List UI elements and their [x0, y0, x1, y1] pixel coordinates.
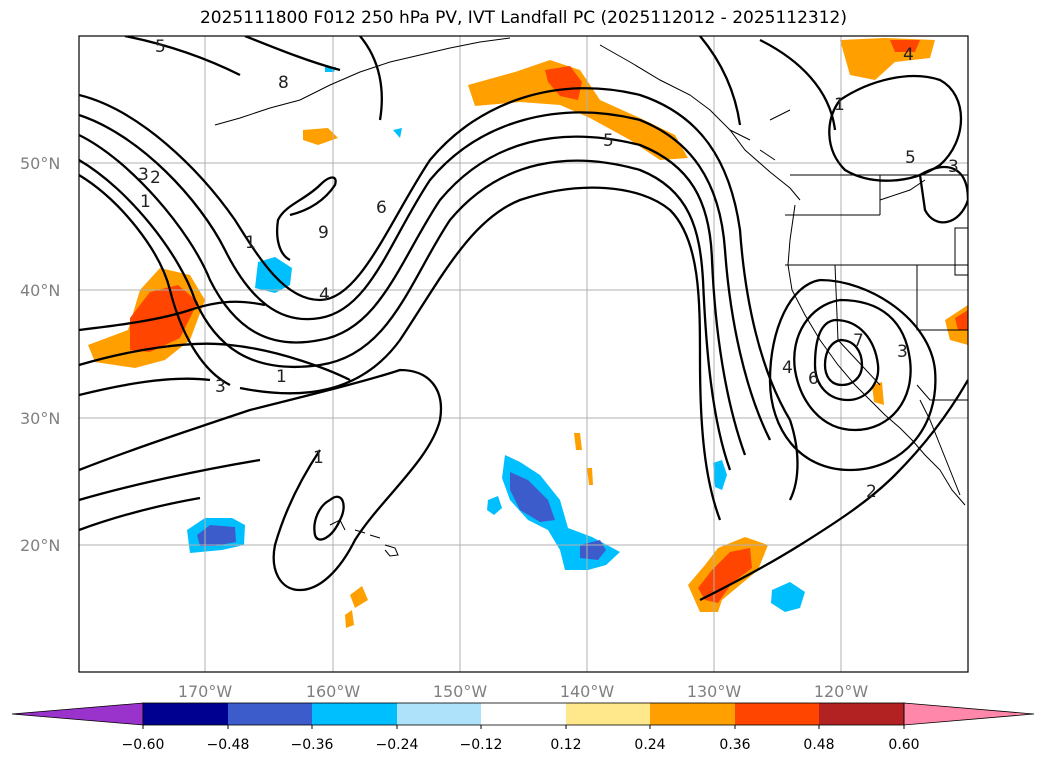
contour-label: 1 [276, 367, 287, 387]
colorbar-extend-low [11, 702, 144, 726]
colorbar-bin [735, 703, 819, 725]
lon-label: 160°W [306, 682, 361, 701]
lat-label: 20°N [20, 536, 60, 555]
colorbar-bin [481, 703, 566, 725]
contour-label: 2 [866, 482, 877, 502]
shade-negative-1-core [197, 525, 236, 546]
lon-label: 120°W [814, 682, 869, 701]
lon-label: 170°W [178, 682, 233, 701]
contour-label: 1 [313, 448, 324, 468]
shade-positive-small-5 [587, 468, 593, 485]
colorbar-tick-label: −0.36 [291, 737, 334, 753]
contour-label: 6 [376, 198, 387, 218]
colorbar-tick-label: 0.12 [550, 737, 581, 753]
colorbar-bin [566, 703, 650, 725]
lat-label: 50°N [20, 154, 60, 173]
contour-label: 3 [948, 157, 959, 177]
shade-negative-4 [487, 496, 502, 515]
shade-negative-6 [771, 582, 805, 612]
contour-label: 4 [903, 45, 914, 65]
colorbar-bin [143, 703, 228, 725]
colorbar-bin [312, 703, 397, 725]
colorbar-tick-label: −0.24 [376, 737, 419, 753]
contour-label: 8 [278, 73, 289, 93]
shade-positive-alaska-core [545, 66, 582, 100]
contour-label: 3 [897, 342, 908, 362]
lat-label: 40°N [20, 281, 60, 300]
latitude-labels: 50°N 40°N 30°N 20°N [20, 154, 60, 555]
shade-positive-baja [872, 382, 884, 405]
colorbar: −0.60 −0.48 −0.36 −0.24 −0.12 0.12 0.24 … [11, 702, 1035, 753]
contour-label: 9 [318, 223, 329, 243]
shade-negative-5 [713, 460, 727, 490]
colorbar-bin [228, 703, 312, 725]
colorbar-tick-label: 0.24 [634, 737, 665, 753]
colorbar-bin [650, 703, 735, 725]
contour-labels: 5 8 5 4 3 5 2 3 1 9 6 1 4 3 1 1 7 6 4 3 … [138, 37, 959, 502]
colorbar-tick-label: 0.60 [888, 737, 919, 753]
shade-positive-nw-core [890, 40, 920, 52]
contour-label: 1 [834, 95, 845, 115]
lat-label: 30°N [20, 409, 60, 428]
contour-label: 4 [319, 285, 330, 305]
colorbar-tick-label: 0.36 [719, 737, 750, 753]
contour-label: 3 [138, 165, 149, 185]
lon-label: 150°W [433, 682, 488, 701]
longitude-labels: 170°W 160°W 150°W 140°W 130°W 120°W [178, 682, 869, 701]
colorbar-bin [819, 703, 904, 725]
shade-positive-west-core [130, 285, 198, 352]
shade-negative-small [393, 128, 402, 138]
shade-positive-east-core [955, 310, 968, 330]
shade-positive-small-2 [350, 586, 368, 608]
shading-layer [88, 38, 968, 628]
map-area [79, 36, 968, 672]
colorbar-tick-label: −0.12 [460, 737, 503, 753]
contour-label: 6 [808, 369, 819, 389]
pv-contours [79, 36, 968, 602]
colorbar-tick-label: 0.48 [803, 737, 834, 753]
colorbar-tick-label: −0.48 [207, 737, 250, 753]
contour-label: 1 [245, 233, 256, 253]
contour-label: 7 [853, 331, 864, 351]
colorbar-bin [397, 703, 481, 725]
contour-label: 3 [215, 377, 226, 397]
map-title: 2025111800 F012 250 hPa PV, IVT Landfall… [199, 8, 847, 28]
colorbar-extend-high [903, 702, 1035, 726]
contour-label: 1 [140, 192, 151, 212]
colorbar-tick-label: −0.60 [122, 737, 165, 753]
shade-negative-3-core [510, 472, 555, 522]
shade-positive-south-core [698, 548, 752, 603]
contour-label: 5 [603, 131, 614, 151]
contour-label: 2 [150, 168, 161, 188]
map-border [78, 35, 969, 673]
shade-positive-small-3 [345, 610, 354, 628]
shade-positive-small-4 [574, 433, 582, 450]
contour-label: 5 [905, 148, 916, 168]
contour-label: 4 [782, 358, 793, 378]
shade-positive-alaska [468, 60, 688, 160]
lon-label: 140°W [560, 682, 615, 701]
graticule [79, 36, 968, 672]
shade-positive-small-1 [303, 128, 338, 145]
contour-label: 5 [155, 37, 166, 57]
lon-label: 130°W [687, 682, 742, 701]
